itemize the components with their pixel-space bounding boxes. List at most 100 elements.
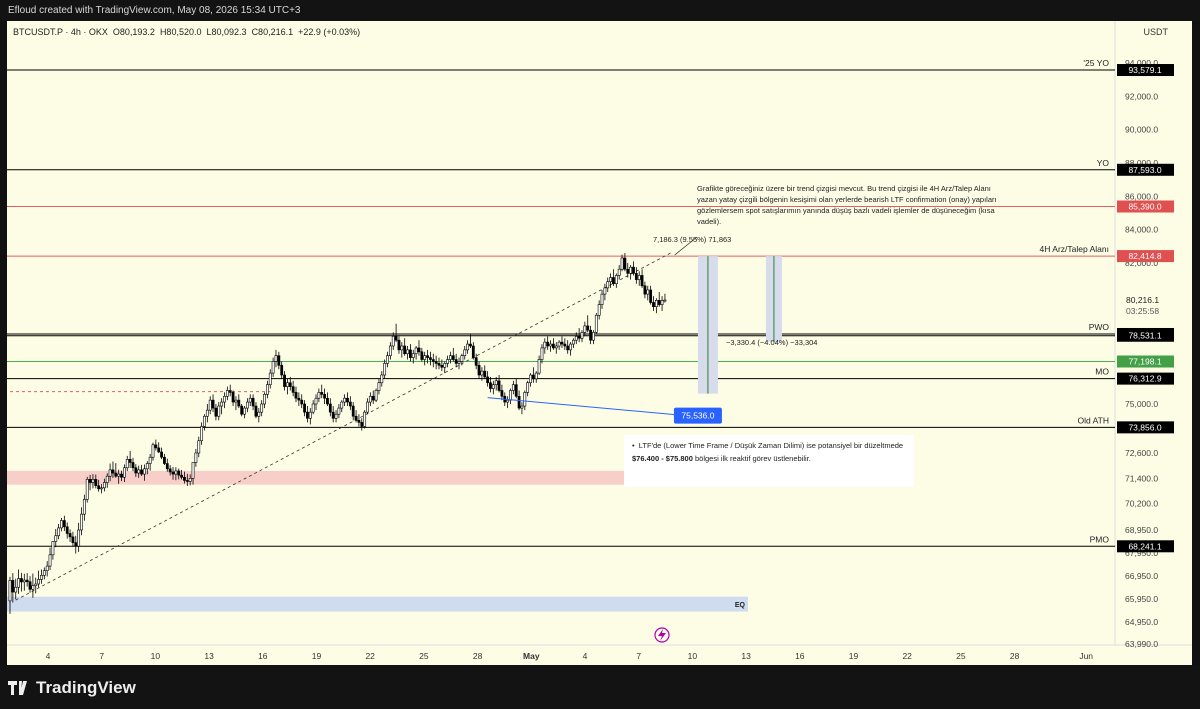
candle-body-141 bbox=[411, 353, 415, 358]
candle-body-6 bbox=[25, 579, 29, 583]
x-tick-6: 22 bbox=[365, 651, 375, 661]
candle-body-145 bbox=[423, 355, 427, 360]
candle-body-21 bbox=[68, 533, 72, 538]
currency-label[interactable]: USDT bbox=[1143, 27, 1169, 37]
candle-body-16 bbox=[54, 535, 58, 542]
x-tick-2: 10 bbox=[151, 651, 161, 661]
candle-body-71 bbox=[211, 399, 215, 409]
candle-body-70 bbox=[208, 399, 212, 411]
low-marker-label: 75,536.0 bbox=[681, 411, 714, 421]
y-tick-1: 92,000.0 bbox=[1125, 91, 1158, 101]
x-tick-19: Jun bbox=[1079, 651, 1093, 661]
candle-body-60 bbox=[180, 474, 184, 478]
candle-body-20 bbox=[65, 526, 69, 534]
candle-body-44 bbox=[134, 467, 138, 474]
candle-body-171 bbox=[497, 380, 501, 391]
candle-body-52 bbox=[157, 447, 161, 453]
candle-body-47 bbox=[143, 468, 146, 475]
candle-body-5 bbox=[22, 579, 26, 583]
candle-body-149 bbox=[434, 361, 438, 364]
candle-body-77 bbox=[228, 390, 232, 393]
candle-body-81 bbox=[240, 405, 244, 415]
price-axis-bg bbox=[1115, 21, 1192, 665]
candle-body-92 bbox=[271, 361, 275, 374]
y-tick-0: 94,000.0 bbox=[1125, 58, 1158, 68]
candle-body-33 bbox=[102, 482, 106, 489]
candle-body-150 bbox=[437, 363, 441, 366]
candle-body-156 bbox=[454, 359, 458, 364]
x-tick-12: 10 bbox=[688, 651, 698, 661]
candle-body-83 bbox=[245, 401, 249, 409]
candle-body-111 bbox=[326, 397, 329, 405]
candle-body-130 bbox=[380, 374, 384, 384]
candle-body-139 bbox=[406, 349, 409, 355]
last-price-label: 80,216.1 bbox=[1126, 295, 1159, 305]
candle-body-159 bbox=[463, 349, 467, 356]
candle-body-116 bbox=[340, 401, 344, 409]
candle-body-105 bbox=[308, 411, 312, 419]
candle-body-55 bbox=[165, 463, 169, 470]
candle-body-39 bbox=[120, 473, 123, 478]
candle-body-74 bbox=[220, 401, 224, 407]
candle-body-198 bbox=[574, 336, 578, 341]
candle-body-196 bbox=[569, 343, 572, 351]
candle-body-24 bbox=[77, 529, 81, 547]
candle-body-209 bbox=[606, 281, 610, 289]
candle-body-8 bbox=[31, 585, 35, 590]
symbol-header: BTCUSDT.P · 4h · OKX O80,193.2 H80,520.0… bbox=[13, 27, 360, 37]
candle-body-35 bbox=[108, 469, 112, 477]
candle-body-129 bbox=[377, 382, 381, 391]
candle-body-181 bbox=[526, 382, 530, 393]
candle-body-102 bbox=[300, 399, 304, 405]
candle-body-80 bbox=[237, 399, 241, 407]
note-bottom-pre: LTF'de (Lower Time Frame / Düşük Zaman D… bbox=[638, 441, 904, 450]
candle-body-194 bbox=[563, 343, 567, 347]
candle-body-177 bbox=[514, 384, 518, 397]
candle-body-56 bbox=[168, 468, 172, 473]
candle-body-107 bbox=[314, 397, 318, 405]
candle-body-211 bbox=[612, 277, 615, 285]
level-badge-label-9: 68,241.1 bbox=[1128, 541, 1161, 551]
ohlc-open: O80,193.2 bbox=[112, 27, 155, 37]
candle-body-121 bbox=[354, 415, 358, 421]
candle-body-100 bbox=[294, 392, 298, 399]
candle-body-154 bbox=[449, 355, 452, 360]
x-tick-10: 4 bbox=[583, 651, 588, 661]
candle-body-132 bbox=[386, 355, 389, 364]
y-tick-14: 65,950.0 bbox=[1125, 594, 1158, 604]
candle-body-137 bbox=[400, 345, 404, 351]
candle-body-112 bbox=[328, 403, 332, 413]
y-tick-5: 84,000.0 bbox=[1125, 225, 1158, 235]
candle-body-63 bbox=[188, 478, 192, 482]
candle-body-37 bbox=[114, 472, 118, 477]
candle-body-91 bbox=[268, 372, 272, 385]
note-bottom: • LTF'de (Lower Time Frame / Düşük Zaman… bbox=[624, 435, 914, 487]
candle-body-2 bbox=[14, 586, 18, 593]
candle-body-168 bbox=[489, 382, 492, 389]
candle-body-119 bbox=[348, 401, 352, 407]
candle-body-153 bbox=[446, 359, 449, 364]
candle-body-65 bbox=[194, 452, 198, 463]
level-badge-label-8: 73,856.0 bbox=[1128, 422, 1161, 432]
candle-body-204 bbox=[592, 332, 595, 341]
candle-body-87 bbox=[257, 411, 261, 417]
level-badge-5 bbox=[1117, 329, 1174, 342]
candle-body-210 bbox=[609, 277, 613, 282]
trendline bbox=[15, 252, 671, 601]
candle-body-224 bbox=[649, 289, 653, 303]
y-tick-3: 88,000.0 bbox=[1125, 158, 1158, 168]
candle-body-120 bbox=[351, 405, 355, 417]
candle-body-48 bbox=[145, 463, 149, 470]
ohlc-low: L80,092.3 bbox=[206, 27, 247, 37]
tradingview-logo[interactable]: TradingView bbox=[8, 678, 136, 698]
brand-name: TradingView bbox=[36, 678, 136, 697]
candle-body-169 bbox=[491, 384, 495, 389]
candle-body-3 bbox=[17, 578, 20, 588]
candle-body-110 bbox=[323, 394, 327, 399]
candle-body-191 bbox=[554, 345, 558, 349]
low-marker-box bbox=[673, 407, 722, 424]
candle-body-27 bbox=[85, 479, 89, 500]
candle-body-89 bbox=[263, 394, 266, 405]
